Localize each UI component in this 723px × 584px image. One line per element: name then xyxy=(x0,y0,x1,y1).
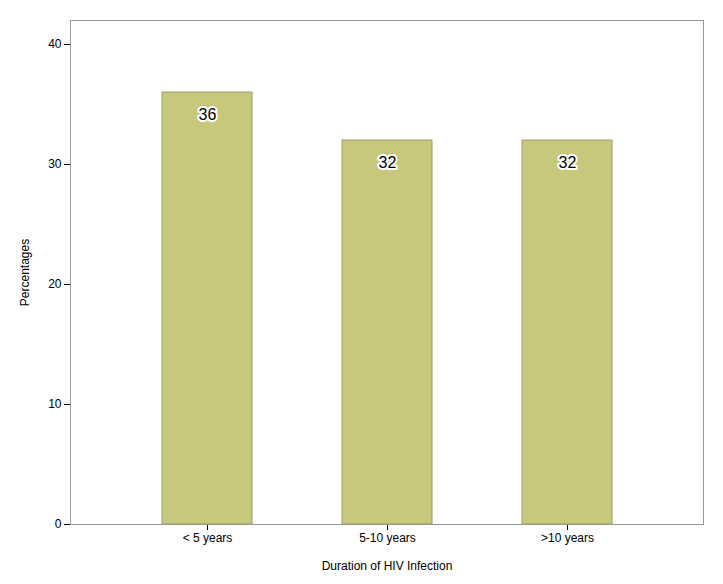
svg-text:Duration of HIV Infection: Duration of HIV Infection xyxy=(322,559,453,573)
svg-text:10: 10 xyxy=(48,397,62,411)
svg-text:0: 0 xyxy=(55,517,62,531)
svg-text:32: 32 xyxy=(379,154,397,171)
svg-text:30: 30 xyxy=(48,157,62,171)
svg-text:36: 36 xyxy=(199,106,217,123)
svg-text:32: 32 xyxy=(559,154,577,171)
svg-text:>10 years: >10 years xyxy=(541,531,594,545)
svg-text:40: 40 xyxy=(48,37,62,51)
svg-text:5-10 years: 5-10 years xyxy=(359,531,416,545)
svg-text:20: 20 xyxy=(48,277,62,291)
svg-text:Percentages: Percentages xyxy=(18,239,32,306)
svg-text:< 5 years: < 5 years xyxy=(183,531,233,545)
